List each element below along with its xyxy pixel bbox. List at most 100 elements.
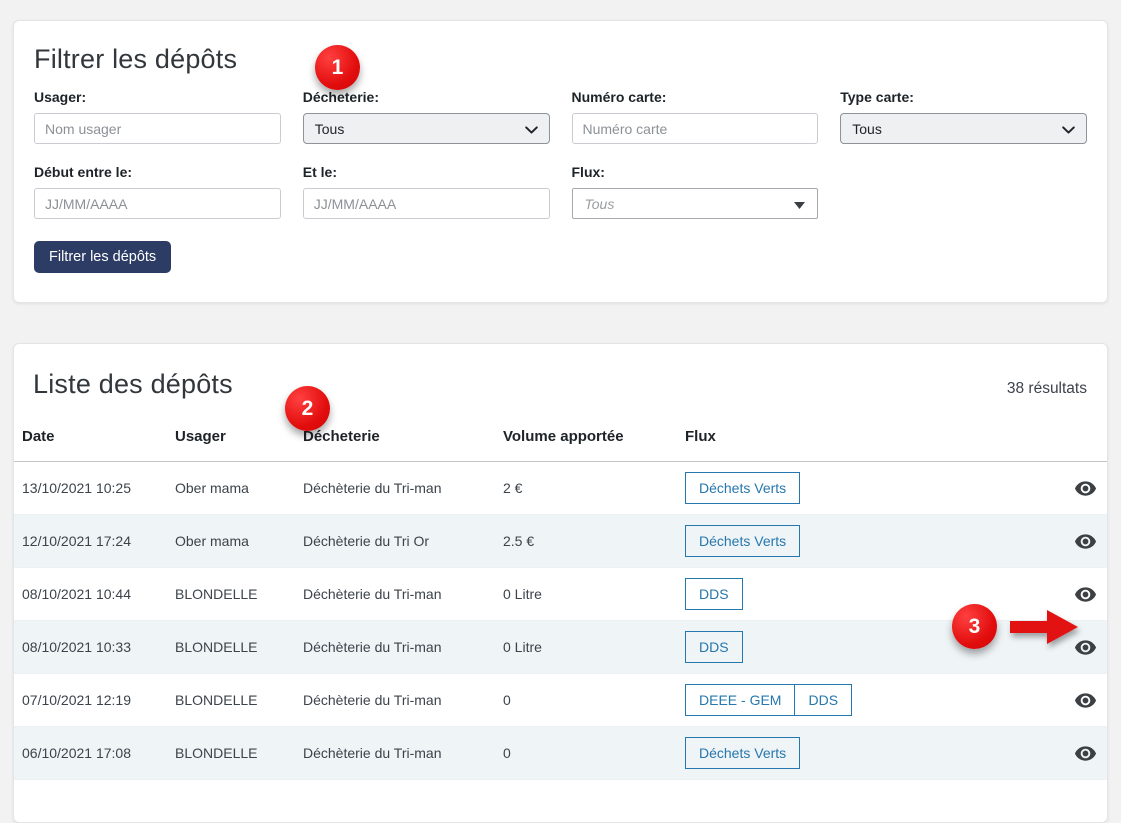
cell-actions: [992, 673, 1107, 727]
usager-label: Usager:: [34, 89, 87, 105]
field-flux: Flux: Tous: [571, 164, 819, 219]
view-deposit-button[interactable]: [1072, 581, 1099, 608]
cell-date: 08/10/2021 10:33: [14, 620, 167, 674]
field-date-fin: Et le:: [302, 164, 550, 219]
col-header-usager: Usager: [167, 424, 295, 462]
view-deposit-button[interactable]: [1072, 740, 1099, 767]
cell-usager: BLONDELLE: [167, 620, 295, 674]
chevron-down-icon: [524, 121, 538, 137]
cell-date: 07/10/2021 12:19: [14, 673, 167, 727]
field-type-carte: Type carte: Tous: [840, 89, 1087, 144]
field-decheterie: Décheterie: Tous: [302, 89, 550, 144]
cell-flux: Déchets Verts: [677, 726, 992, 780]
flux-badge[interactable]: Déchets Verts: [685, 525, 801, 557]
cell-decheterie: Déchèterie du Tri-man: [295, 567, 495, 621]
cell-actions: [992, 514, 1107, 568]
cell-flux: DDS: [677, 567, 992, 621]
cell-usager: Ober mama: [167, 461, 295, 515]
view-deposit-button[interactable]: [1072, 528, 1099, 555]
field-date-debut: Début entre le:: [34, 164, 281, 219]
cell-usager: Ober mama: [167, 514, 295, 568]
field-usager: Usager:: [34, 89, 281, 144]
date-debut-label: Début entre le:: [34, 164, 133, 180]
cell-date: 13/10/2021 10:25: [14, 461, 167, 515]
col-header-date: Date: [14, 424, 167, 462]
date-debut-input[interactable]: [34, 188, 281, 219]
cell-volume: 0 Litre: [495, 567, 677, 621]
list-header: Liste des dépôts 38 résultats: [14, 368, 1107, 400]
cell-flux: DDS: [677, 620, 992, 674]
flux-label: Flux:: [571, 164, 605, 180]
filter-panel: Filtrer les dépôts Usager: Décheterie: T…: [13, 20, 1108, 303]
numero-carte-input[interactable]: [571, 113, 819, 144]
type-carte-label: Type carte:: [840, 89, 914, 105]
cell-volume: 0 Litre: [495, 620, 677, 674]
cell-decheterie: Déchèterie du Tri-man: [295, 673, 495, 727]
table-header-row: Date Usager Décheterie Volume apportée F…: [14, 424, 1107, 462]
cell-actions: [992, 726, 1107, 780]
table-row: 08/10/2021 10:44 BLONDELLE Déchèterie du…: [14, 567, 1107, 621]
eye-icon: [1074, 745, 1097, 768]
cell-volume: 0: [495, 673, 677, 727]
filter-submit-button[interactable]: Filtrer les dépôts: [34, 241, 172, 273]
cell-flux: Déchets Verts: [677, 514, 992, 568]
flux-placeholder: Tous: [584, 195, 615, 212]
cell-decheterie: Déchèterie du Tri-man: [295, 620, 495, 674]
triangle-down-icon: [794, 196, 806, 212]
eye-icon: [1074, 586, 1097, 609]
table-row: 13/10/2021 10:25 Ober mama Déchèterie du…: [14, 461, 1107, 515]
deposits-table: Date Usager Décheterie Volume apportée F…: [14, 424, 1107, 780]
cell-actions: [992, 461, 1107, 515]
cell-volume: 2.5 €: [495, 514, 677, 568]
numero-carte-label: Numéro carte:: [571, 89, 667, 105]
cell-date: 12/10/2021 17:24: [14, 514, 167, 568]
view-deposit-button[interactable]: [1072, 475, 1099, 502]
eye-icon: [1074, 533, 1097, 556]
filter-title: Filtrer les dépôts: [34, 44, 238, 74]
cell-flux: Déchets Verts: [677, 461, 992, 515]
col-header-decheterie: Décheterie: [295, 424, 495, 462]
annotation-step-1-badge: 1: [315, 45, 360, 90]
view-deposit-button[interactable]: [1072, 634, 1099, 661]
usager-input[interactable]: [34, 113, 281, 144]
flux-badge[interactable]: DEEE - GEM: [685, 684, 796, 716]
annotation-step-3-badge: 3: [952, 604, 997, 649]
deposits-list-panel: Liste des dépôts 38 résultats Date Usage…: [13, 343, 1108, 823]
annotation-arrow-icon: [1010, 610, 1078, 649]
field-numero-carte: Numéro carte:: [571, 89, 819, 144]
cell-decheterie: Déchèterie du Tri-man: [295, 726, 495, 780]
type-carte-select[interactable]: Tous: [840, 113, 1087, 144]
decheterie-select-value: Tous: [314, 120, 345, 137]
flux-badge[interactable]: DDS: [685, 631, 743, 663]
table-row: 07/10/2021 12:19 BLONDELLE Déchèterie du…: [14, 673, 1107, 727]
decheterie-select[interactable]: Tous: [302, 113, 550, 144]
eye-icon: [1074, 692, 1097, 715]
col-header-flux: Flux: [677, 424, 992, 462]
flux-multiselect[interactable]: Tous: [571, 188, 819, 219]
date-fin-label: Et le:: [302, 164, 337, 180]
table-row: 06/10/2021 17:08 BLONDELLE Déchèterie du…: [14, 726, 1107, 780]
chevron-down-icon: [1062, 121, 1075, 137]
flux-badge[interactable]: Déchets Verts: [685, 737, 801, 769]
view-deposit-button[interactable]: [1072, 687, 1099, 714]
filter-grid: Usager: Décheterie: Tous Numéro carte: T…: [34, 89, 1087, 219]
type-carte-select-value: Tous: [852, 120, 882, 137]
date-fin-input[interactable]: [302, 188, 550, 219]
col-header-actions: [992, 424, 1107, 462]
decheterie-label: Décheterie:: [302, 89, 380, 105]
list-title: Liste des dépôts: [33, 369, 233, 399]
flux-badge[interactable]: DDS: [794, 684, 853, 716]
flux-badge[interactable]: Déchets Verts: [685, 472, 801, 504]
table-row: 12/10/2021 17:24 Ober mama Déchèterie du…: [14, 514, 1107, 568]
annotation-step-2-badge: 2: [285, 386, 330, 431]
deposits-table-body: 13/10/2021 10:25 Ober mama Déchèterie du…: [14, 461, 1107, 780]
cell-volume: 0: [495, 726, 677, 780]
field-spacer: [840, 164, 1087, 219]
cell-decheterie: Déchèterie du Tri Or: [295, 514, 495, 568]
col-header-volume: Volume apportée: [495, 424, 677, 462]
cell-usager: BLONDELLE: [167, 567, 295, 621]
flux-badge[interactable]: DDS: [685, 578, 743, 610]
results-count: 38 résultats: [1006, 380, 1087, 397]
eye-icon: [1074, 639, 1097, 662]
page: { "colors": { "accent_red": "#e20d0d", "…: [0, 20, 1121, 823]
